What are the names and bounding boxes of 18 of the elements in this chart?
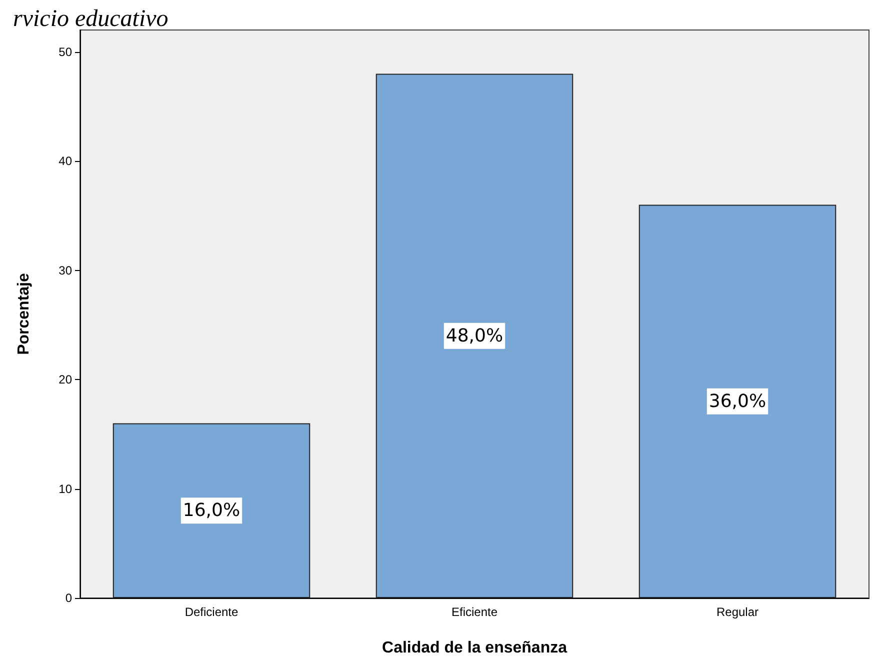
y-tick-label: 50: [58, 44, 72, 59]
data-label: 16,0%: [182, 500, 240, 522]
y-tick-label: 20: [58, 372, 72, 387]
y-tick-label: 10: [58, 482, 72, 496]
bar: [638, 204, 836, 598]
data-label: 48,0%: [446, 325, 504, 346]
chart-title: rvicio educativo: [13, 6, 168, 32]
x-tick-label: Deficiente: [184, 605, 238, 619]
y-tick-label: 30: [58, 263, 72, 278]
bar: [376, 74, 574, 598]
x-tick-label: Eficiente: [451, 605, 498, 619]
y-tick-label: 0: [65, 591, 72, 605]
y-axis-title: Porcentaje: [16, 272, 32, 355]
x-tick-label: Regular: [716, 605, 759, 619]
y-tick-label: 40: [58, 154, 72, 168]
data-label: 36,0%: [708, 390, 766, 412]
x-axis-title: Calidad de la enseñanza: [382, 640, 568, 656]
bar: [112, 423, 310, 598]
